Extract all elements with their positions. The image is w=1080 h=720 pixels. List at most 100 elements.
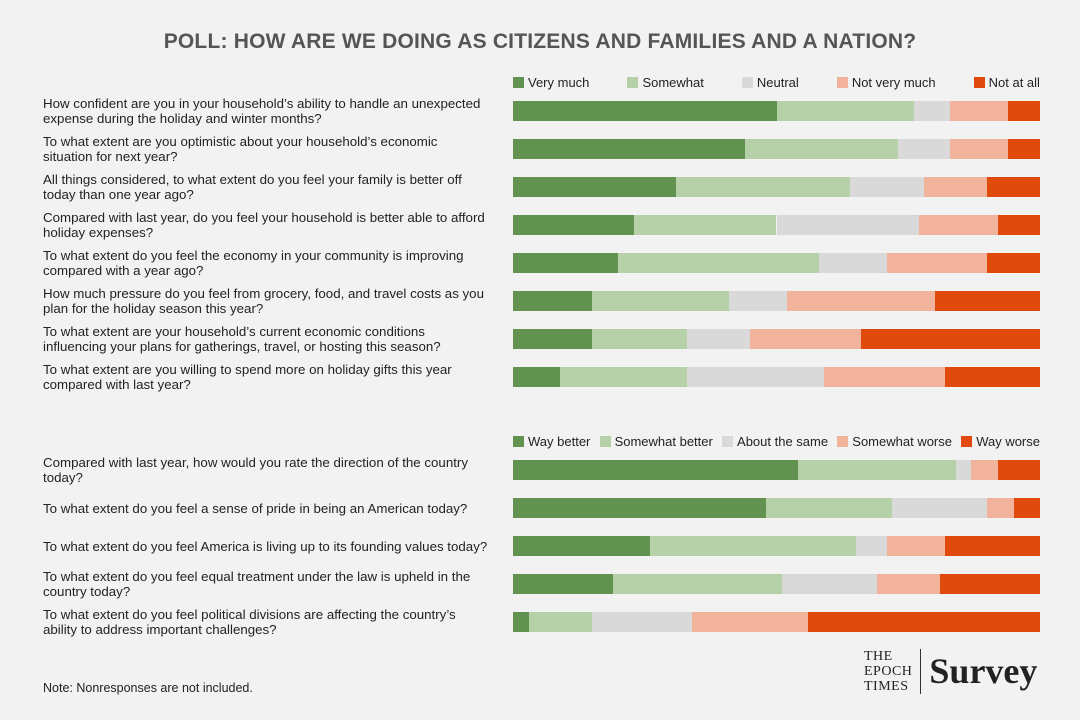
bar-segment <box>513 177 677 197</box>
logo-label: Survey <box>929 651 1038 691</box>
bar-segment <box>513 460 798 480</box>
bar-segment <box>618 253 819 273</box>
bar-segment <box>592 329 687 349</box>
bar-segment <box>634 215 777 235</box>
question-label: All things considered, to what extent do… <box>43 172 462 202</box>
legend-swatch <box>722 436 734 447</box>
legend-swatch <box>513 436 524 447</box>
legend-item: About the same <box>722 434 828 449</box>
legend-label: Way better <box>528 434 591 449</box>
bar-segment <box>823 367 946 387</box>
question-label: How much pressure do you feel from groce… <box>43 286 484 316</box>
question-label: To what extent do you feel the economy i… <box>43 248 464 278</box>
bar-segment <box>513 253 619 273</box>
bar-segment <box>528 612 593 632</box>
legend-item: Not at all <box>973 75 1040 90</box>
bar-segment <box>997 460 1040 480</box>
bar-segment <box>987 253 1040 273</box>
bar-segment <box>876 574 940 594</box>
bar-segment <box>818 253 888 273</box>
legend: Way better Somewhat better About the same S… <box>513 434 1040 449</box>
legend-label: About the same <box>737 434 829 449</box>
question-label: To what extent are you willing to spend … <box>43 362 452 392</box>
legend-label: Not very much <box>851 75 936 90</box>
question-label: Compared with last year, how would you r… <box>43 455 468 485</box>
bar-segment <box>971 460 998 480</box>
legend: Very much Somewhat Neutral Not very much Not… <box>513 75 1040 90</box>
bar-segment <box>613 574 782 594</box>
question-label: Compared with last year, do you feel you… <box>43 210 485 240</box>
bar-segment <box>513 612 529 632</box>
legend-label: Very much <box>528 75 590 90</box>
legend-label: Somewhat better <box>614 434 713 449</box>
legend-item: Neutral <box>741 75 799 90</box>
bar-segment <box>776 215 919 235</box>
logo-line: EPOCH <box>864 663 913 679</box>
bar-segment <box>887 253 988 273</box>
bar-segment <box>934 291 1040 311</box>
question-label: How confident are you in your household’… <box>43 96 481 126</box>
bar-segment <box>650 536 856 556</box>
bar-segment <box>987 498 1014 518</box>
question-label: To what extent do you feel political div… <box>43 607 456 637</box>
legend-swatch <box>627 77 639 88</box>
logo-line: TIMES <box>864 678 909 694</box>
bar-segment <box>729 291 788 311</box>
legend-swatch <box>837 436 849 447</box>
legend-label: Not at all <box>988 75 1040 90</box>
legend-swatch <box>599 436 611 447</box>
bar-segment <box>513 367 561 387</box>
bar-segment <box>765 498 893 518</box>
bar-segment <box>787 291 935 311</box>
bar-segment <box>887 536 946 556</box>
question-label: To what extent are your household’s curr… <box>43 324 441 354</box>
legend-swatch <box>741 77 753 88</box>
legend-label: Somewhat worse <box>852 434 952 449</box>
bar-segment <box>1008 139 1040 159</box>
bar-segment <box>987 177 1040 197</box>
legend-swatch <box>973 77 985 88</box>
bar-segment <box>750 329 861 349</box>
bar-segment <box>744 139 898 159</box>
legend-item: Not very much <box>836 75 936 90</box>
legend-swatch <box>836 77 848 88</box>
question-label: To what extent do you feel America is li… <box>43 538 488 554</box>
legend-swatch <box>513 77 524 88</box>
bar-segment <box>513 139 745 159</box>
bar-segment <box>513 291 593 311</box>
bar-segment <box>950 101 1009 121</box>
legend-label: Somewhat <box>642 75 704 90</box>
legend-label: Neutral <box>756 75 799 90</box>
bar-segment <box>686 329 751 349</box>
bar-segment <box>892 498 988 518</box>
legend-item: Somewhat better <box>599 434 713 449</box>
bar-segment <box>855 536 888 556</box>
bar-segment <box>808 612 1040 632</box>
bar-segment <box>776 101 914 121</box>
bar-segment <box>513 215 635 235</box>
bar-segment <box>913 101 951 121</box>
bar-segment <box>513 574 614 594</box>
bar-segment <box>850 177 925 197</box>
bar-segment <box>513 329 593 349</box>
bar-segment <box>945 367 1040 387</box>
logo-line: THE <box>864 648 893 664</box>
question-label: To what extent do you feel equal treatme… <box>43 569 471 599</box>
bar-segment <box>945 536 1040 556</box>
bar-segment <box>592 612 693 632</box>
bar-segment <box>1013 498 1040 518</box>
bar-segment <box>918 215 998 235</box>
bar-segment <box>860 329 1040 349</box>
logo-words: THE EPOCH TIMES <box>864 648 922 694</box>
note: Note: Nonresponses are not included. <box>43 681 253 695</box>
legend-label: Way worse <box>976 434 1040 449</box>
legend-item: Somewhat <box>627 75 704 90</box>
legend-item: Way worse <box>961 434 1040 449</box>
logo: THE EPOCH TIMES Survey <box>864 646 1037 696</box>
question-label: To what extent do you feel a sense of pr… <box>43 500 468 516</box>
bar-segment <box>924 177 988 197</box>
bar-segment <box>897 139 951 159</box>
bar-segment <box>797 460 956 480</box>
legend-swatch <box>961 436 973 447</box>
